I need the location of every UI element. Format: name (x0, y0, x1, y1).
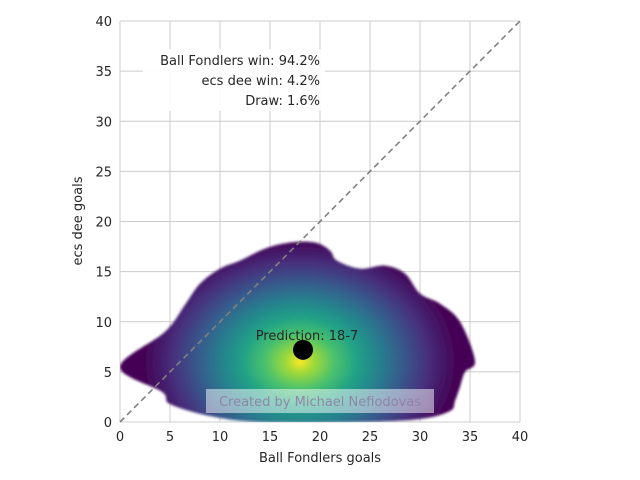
y-tick-label: 25 (95, 165, 112, 180)
y-tick-label: 0 (104, 416, 112, 431)
prediction-point (293, 339, 313, 360)
y-tick-label: 20 (95, 216, 112, 231)
stats-box: Ball Fondlers win: 94.2% ecs dee win: 4.… (143, 49, 325, 111)
home-win-stat: Ball Fondlers win: 94.2% (160, 54, 320, 69)
x-tick-label: 35 (462, 430, 479, 445)
diagonal-reference-line (119, 20, 521, 423)
y-tick-label: 35 (95, 65, 112, 80)
x-tick-label: 40 (512, 430, 529, 445)
x-tick-label: 0 (116, 430, 124, 445)
x-axis-ticks: 0 5 10 15 20 25 30 35 40 (116, 430, 528, 445)
y-tick-label: 15 (95, 266, 112, 281)
y-tick-label: 30 (95, 115, 112, 130)
away-win-stat: ecs dee win: 4.2% (202, 74, 320, 89)
prediction-label: Prediction: 18-7 (256, 329, 359, 344)
y-tick-label: 10 (95, 316, 112, 331)
x-tick-label: 25 (362, 430, 379, 445)
draw-stat: Draw: 1.6% (245, 94, 320, 109)
y-axis-ticks: 0 5 10 15 20 25 30 35 40 (95, 15, 112, 431)
x-tick-label: 15 (262, 430, 279, 445)
density-heatmap (120, 241, 476, 422)
watermark: Created by Michael Nefiodovas (206, 389, 434, 413)
x-tick-label: 20 (312, 430, 329, 445)
y-tick-label: 40 (95, 15, 112, 30)
y-axis-label: ecs dee goals (71, 176, 86, 265)
x-axis-label: Ball Fondlers goals (259, 451, 381, 466)
x-tick-label: 30 (412, 430, 429, 445)
x-tick-label: 10 (212, 430, 229, 445)
watermark-text: Created by Michael Nefiodovas (219, 395, 421, 410)
x-tick-label: 5 (166, 430, 174, 445)
density-region (120, 241, 476, 422)
y-tick-label: 5 (104, 366, 112, 381)
